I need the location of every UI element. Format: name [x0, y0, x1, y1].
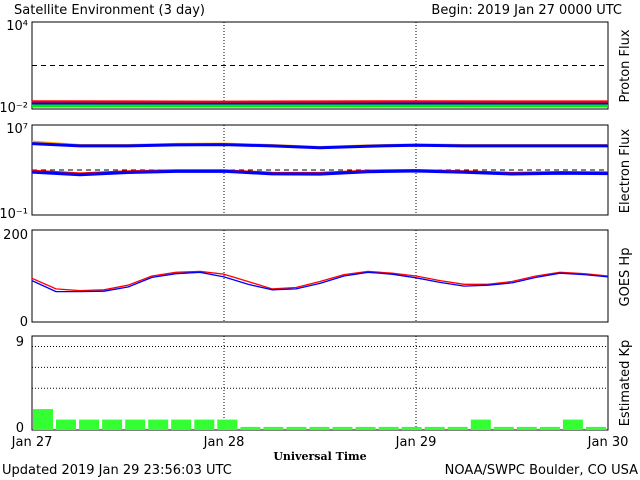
- kp-bar: [263, 426, 284, 430]
- kp-bar: [56, 419, 76, 430]
- goes-hp-panel: 200 0 GOES Hp: [3, 228, 633, 330]
- kp-bar: [355, 426, 376, 430]
- kp-bar: [493, 426, 514, 430]
- kp-panel: 9 0 Estimated Kp: [16, 335, 633, 436]
- kp-bar: [378, 426, 399, 430]
- goes-hp-panel-frame: [31, 229, 609, 323]
- xtick-3: Jan 30: [587, 435, 629, 450]
- kp-bar: [102, 419, 123, 430]
- kp-bar: [217, 419, 238, 430]
- kp-ylabel: Estimated Kp: [618, 340, 633, 427]
- kp-bar: [401, 426, 422, 430]
- kp-bar: [516, 426, 537, 430]
- electron-ytick-bottom: 10⁻¹: [0, 207, 28, 222]
- chart-title: Satellite Environment (3 day): [14, 3, 205, 18]
- kp-bar: [194, 419, 215, 430]
- kp-bar: [447, 426, 468, 430]
- begin-time: Begin: 2019 Jan 27 0000 UTC: [431, 3, 622, 18]
- kp-bar: [240, 426, 261, 430]
- goes-hp-ylabel: GOES Hp: [618, 248, 633, 307]
- kp-bar: [586, 426, 606, 430]
- kp-ytick-top: 9: [16, 335, 24, 350]
- x-axis-title: Universal Time: [273, 450, 366, 463]
- xtick-0: Jan 27: [11, 435, 53, 450]
- kp-bar: [424, 426, 445, 430]
- xtick-2: Jan 29: [395, 435, 437, 450]
- proton-flux-panel: 10⁴ 10⁻² Proton Flux: [0, 19, 633, 116]
- proton-ytick-bottom: 10⁻²: [0, 101, 28, 116]
- kp-bar: [79, 419, 100, 430]
- updated-time: Updated 2019 Jan 29 23:56:03 UTC: [2, 463, 232, 478]
- kp-bar: [332, 426, 353, 430]
- series-line-blue: [31, 271, 609, 293]
- kp-bar: [171, 419, 192, 430]
- credit: NOAA/SWPC Boulder, CO USA: [445, 463, 638, 478]
- kp-bar: [33, 409, 53, 430]
- electron-flux-ylabel: Electron Flux: [618, 128, 633, 213]
- electron-flux-panel: 10⁷ 10⁻¹ Electron Flux: [0, 122, 633, 222]
- kp-bar: [148, 419, 169, 430]
- xtick-1: Jan 28: [203, 435, 245, 450]
- kp-panel-frame: [31, 335, 609, 431]
- kp-bar: [286, 426, 307, 430]
- goes-ytick-top: 200: [3, 228, 28, 243]
- kp-bar: [309, 426, 330, 430]
- kp-ytick-bottom: 0: [16, 421, 24, 436]
- goes-ytick-bottom: 0: [20, 315, 28, 330]
- proton-flux-ylabel: Proton Flux: [618, 29, 633, 102]
- kp-bar: [125, 419, 146, 430]
- series-line-blue: [31, 169, 609, 177]
- electron-ytick-top: 10⁷: [6, 122, 28, 137]
- kp-bar: [539, 426, 560, 430]
- kp-bar: [470, 419, 491, 430]
- kp-bar: [562, 419, 583, 430]
- series-line-blue: [31, 142, 608, 150]
- series-line-red: [31, 270, 609, 292]
- proton-ytick-top: 10⁴: [6, 19, 28, 34]
